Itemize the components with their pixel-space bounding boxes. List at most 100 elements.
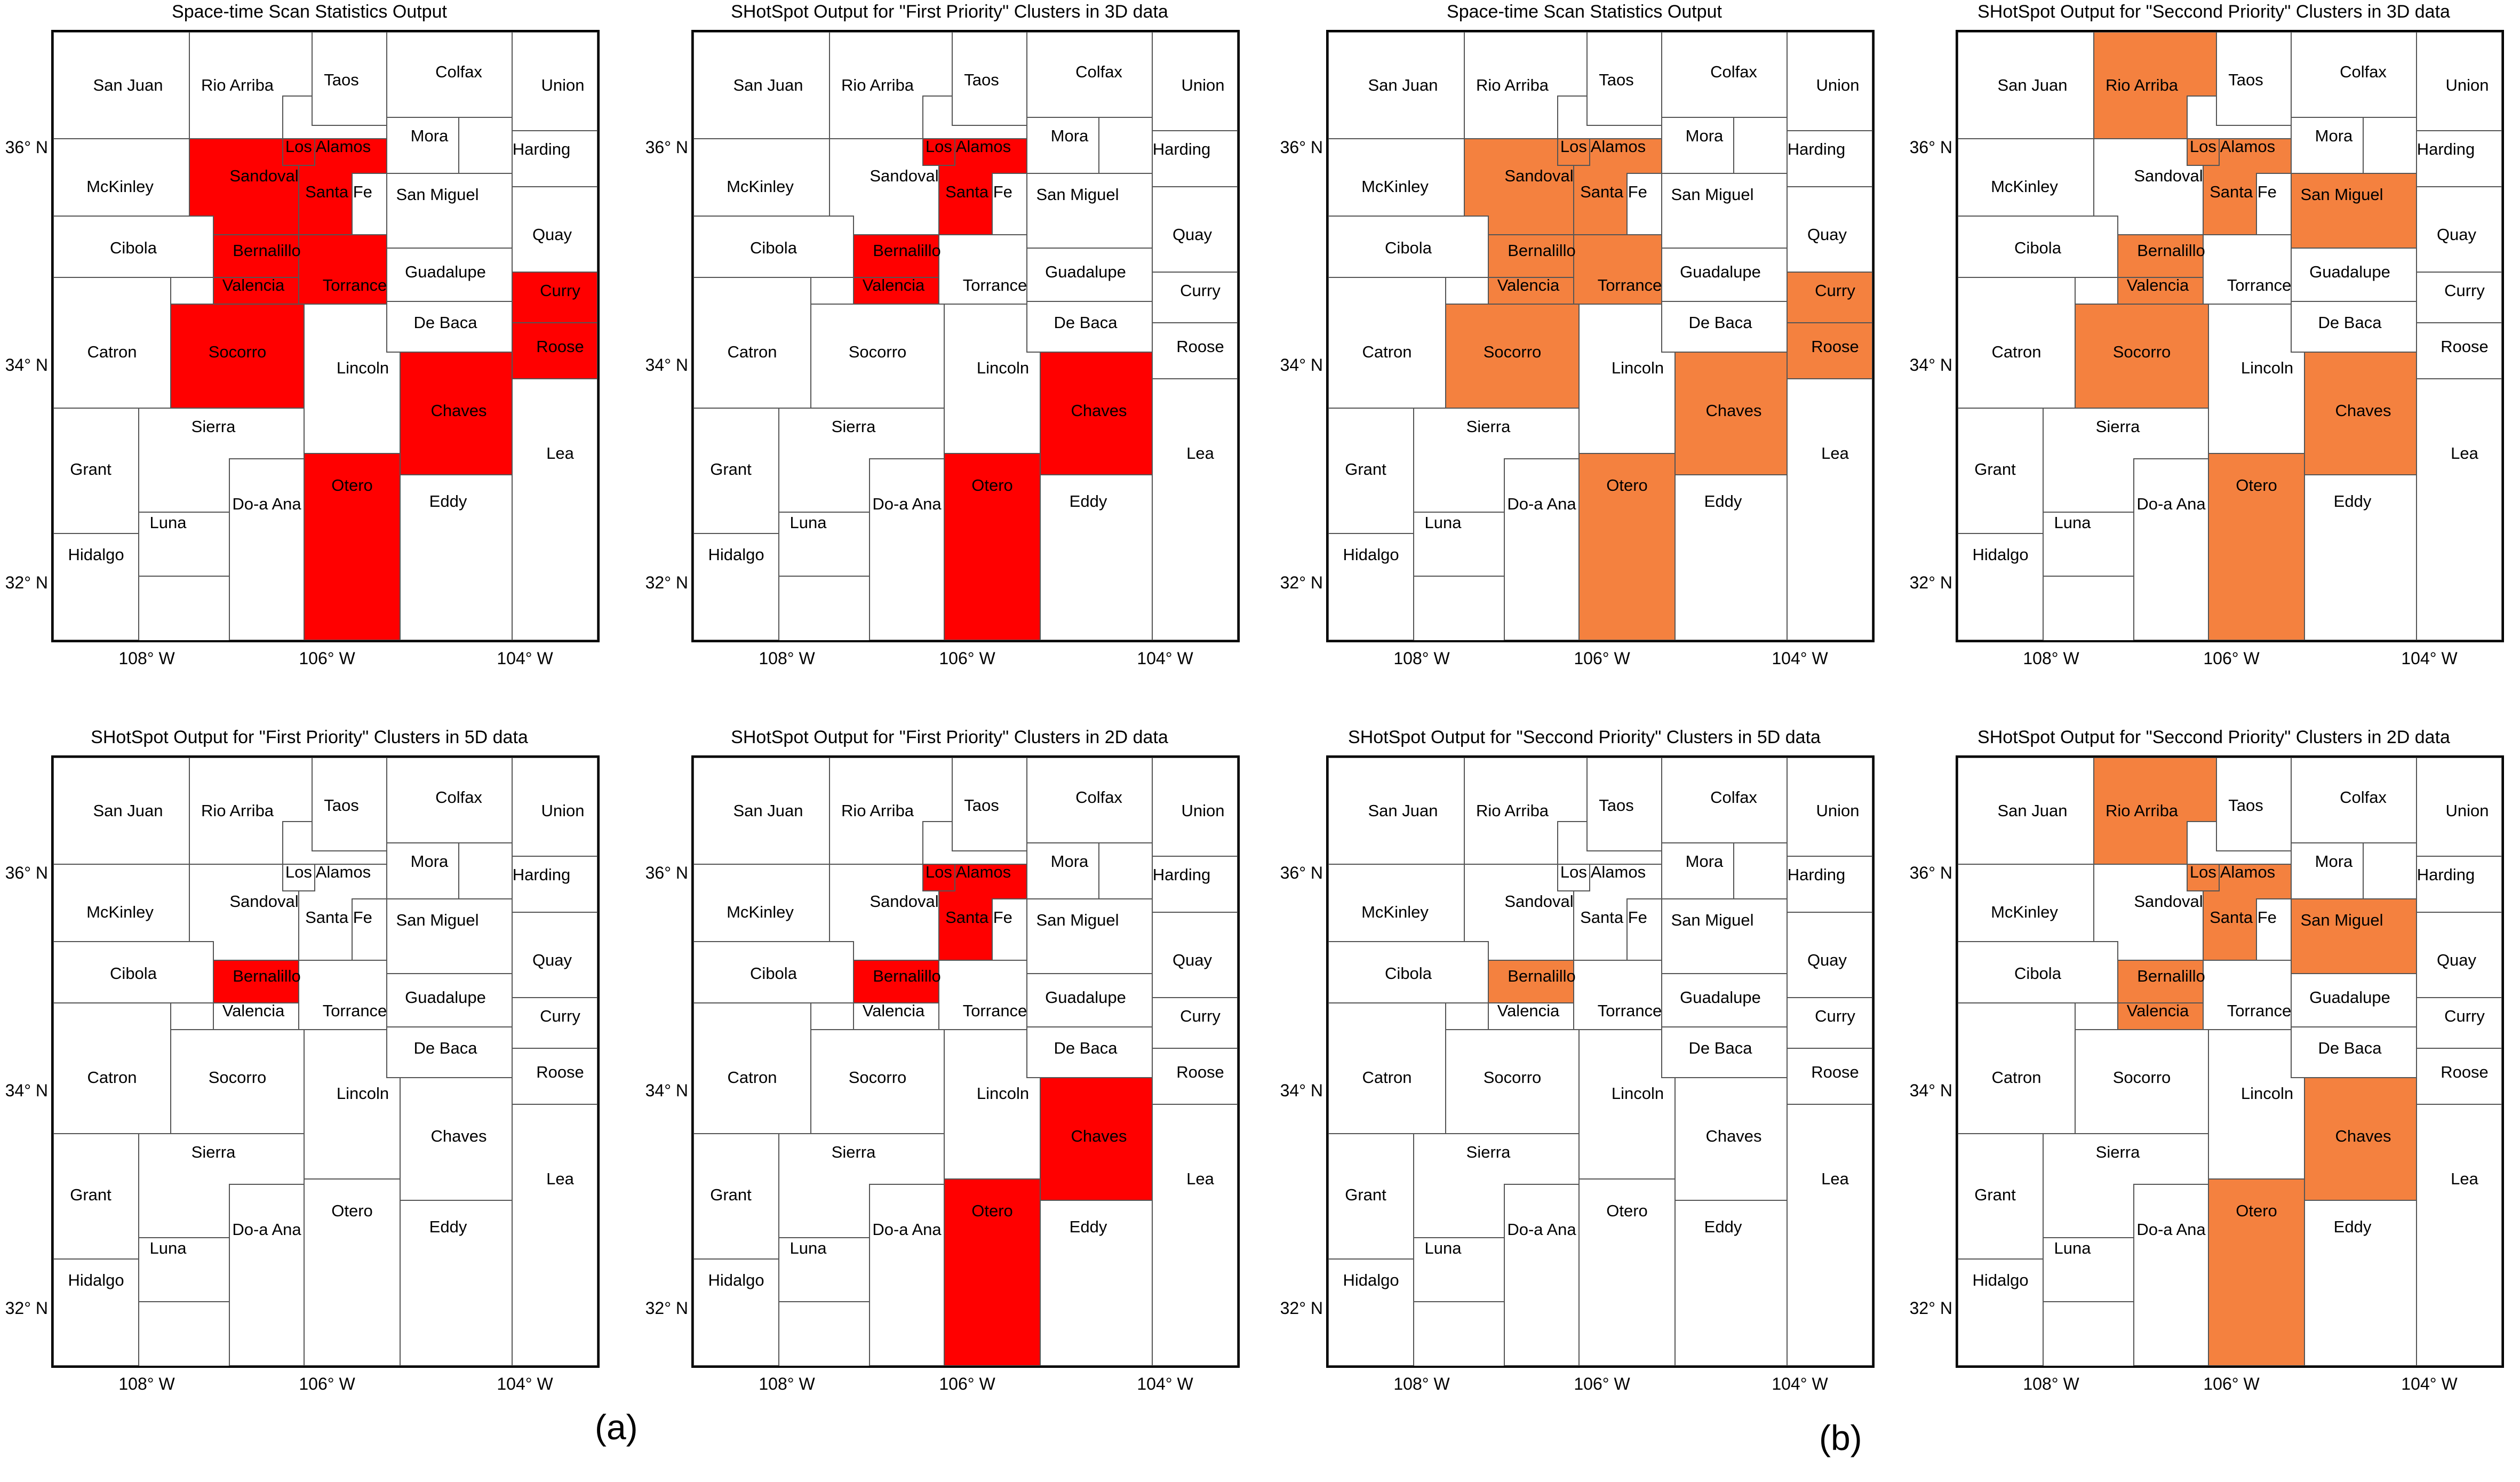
county-label: Santa Fe — [305, 182, 372, 201]
county-quay — [1787, 912, 1872, 998]
county-label: Guadalupe — [1680, 988, 1761, 1007]
county-label: Curry — [540, 1007, 580, 1025]
county-label: San Miguel — [1036, 185, 1119, 204]
county-eddy — [400, 1200, 513, 1366]
county-label: Guadalupe — [405, 988, 486, 1007]
county-label: Taos — [964, 796, 999, 815]
county-hidalgo — [1958, 1258, 2044, 1366]
county-do-a-ana — [2133, 1184, 2209, 1366]
county-label: San Juan — [93, 76, 163, 94]
county-label: Colfax — [1075, 62, 1122, 81]
lat-label: 36° N — [1909, 863, 1952, 882]
county-label: Taos — [2228, 796, 2263, 815]
county-label: Los Alamos — [926, 863, 1011, 881]
county-label: Otero — [2236, 1201, 2277, 1220]
county-lea — [2416, 378, 2502, 640]
county-label: Valencia — [1497, 276, 1560, 294]
county-label: Lincoln — [337, 358, 389, 377]
county-label: Lea — [1186, 1169, 1214, 1188]
panel-title: SHotSpot Output for "First Priority" Clu… — [91, 727, 528, 747]
lon-label: 106° W — [1574, 1374, 1630, 1393]
county-label: Hidalgo — [1972, 1271, 2028, 1289]
county-label: Rio Arriba — [1476, 801, 1549, 820]
county-lincoln — [1578, 304, 1676, 454]
county-label: Hidalgo — [708, 545, 764, 564]
county-eddy — [1040, 474, 1153, 640]
county-harding — [1152, 130, 1238, 187]
county-label: Socorro — [2113, 342, 2171, 361]
county-label: Do-a Ana — [232, 495, 301, 513]
county-union — [1787, 32, 1872, 131]
county-label: Lea — [2451, 1169, 2478, 1188]
county-label: McKinley — [1361, 903, 1429, 921]
county-label: Grant — [70, 1185, 111, 1204]
lon-label: 108° W — [2023, 1374, 2079, 1393]
county-label: Grant — [1974, 460, 2016, 479]
county-label: Colfax — [1710, 62, 1757, 81]
lon-label: 104° W — [2401, 649, 2458, 668]
county-label: Mora — [1051, 126, 1089, 145]
county-eddy — [1040, 1200, 1153, 1366]
county-label: Torrance — [323, 276, 387, 294]
county-union — [512, 32, 597, 131]
lon-label: 106° W — [299, 1374, 355, 1393]
county-map: San Juan Rio Arriba Taos Colfax Union Los Ala… — [1328, 32, 1872, 640]
lon-label: 106° W — [2203, 649, 2260, 668]
lat-label: 36° N — [5, 138, 48, 157]
county-mora — [1661, 842, 1734, 899]
lat-label: 36° N — [5, 863, 48, 882]
lat-label: 34° N — [645, 1081, 688, 1100]
lon-label: 106° W — [1574, 649, 1630, 668]
county-label: Do-a Ana — [872, 495, 942, 513]
county-label: De Baca — [414, 313, 478, 332]
county-union — [512, 758, 597, 857]
county-label: Curry — [1815, 281, 1855, 300]
county-label: Mora — [411, 852, 449, 871]
county-label: Otero — [971, 1201, 1013, 1220]
county-label: Cibola — [2014, 964, 2062, 983]
county-san-miguel — [2291, 173, 2417, 249]
county-label: Catron — [87, 1068, 137, 1087]
county-label: Roose — [1176, 337, 1224, 356]
county-map: San Juan Rio Arriba Taos Colfax Union Los Ala… — [693, 758, 1238, 1366]
county-label: Chaves — [1071, 1127, 1127, 1145]
lat-label: 32° N — [1280, 1298, 1323, 1318]
county-label: Taos — [964, 70, 999, 89]
county-map: San Juan Rio Arriba Taos Colfax Union Los Ala… — [1958, 758, 2502, 1366]
map-frame: San Juan Rio Arriba Taos Colfax Union Los Ala… — [1326, 30, 1875, 642]
county-mora — [1026, 117, 1099, 174]
county-eddy — [2304, 1200, 2417, 1366]
county-label: Union — [541, 76, 585, 94]
county-hidalgo — [693, 1258, 779, 1366]
county-label: Chaves — [2335, 1127, 2391, 1145]
county-label: Chaves — [430, 401, 487, 420]
county-mora — [2291, 117, 2364, 174]
county-quay — [512, 912, 597, 998]
county-label: Union — [1816, 801, 1860, 820]
county-label: Socorro — [849, 342, 907, 361]
lat-label: 36° N — [1909, 138, 1952, 157]
county-label: Los Alamos — [1560, 137, 1646, 156]
county-label: Hidalgo — [1343, 545, 1399, 564]
county-label: Los Alamos — [285, 863, 371, 881]
panel-title: Space-time Scan Statistics Output — [172, 2, 447, 22]
county-label: Luna — [1425, 1239, 1462, 1257]
county-label: McKinley — [727, 177, 794, 196]
county-label: Union — [2446, 76, 2489, 94]
county-label: Otero — [331, 1201, 373, 1220]
map-frame: San Juan Rio Arriba Taos Colfax Union Los Ala… — [1956, 30, 2504, 642]
county-label: Harding — [513, 865, 571, 884]
county-label: Rio Arriba — [201, 801, 274, 820]
map-frame: San Juan Rio Arriba Taos Colfax Union Los Ala… — [51, 755, 600, 1368]
county-label: Los Alamos — [2190, 137, 2275, 156]
county-harding — [2416, 856, 2502, 913]
lon-label: 106° W — [299, 649, 355, 668]
county-label: Guadalupe — [405, 262, 486, 281]
county-label: Socorro — [849, 1068, 907, 1087]
county-label: Quay — [1807, 225, 1847, 244]
county-label: Sandoval — [229, 166, 298, 185]
county-lea — [1152, 1104, 1238, 1366]
county-label: Curry — [540, 281, 580, 300]
county-label: Taos — [2228, 70, 2263, 89]
county-label: Mora — [1686, 852, 1724, 871]
